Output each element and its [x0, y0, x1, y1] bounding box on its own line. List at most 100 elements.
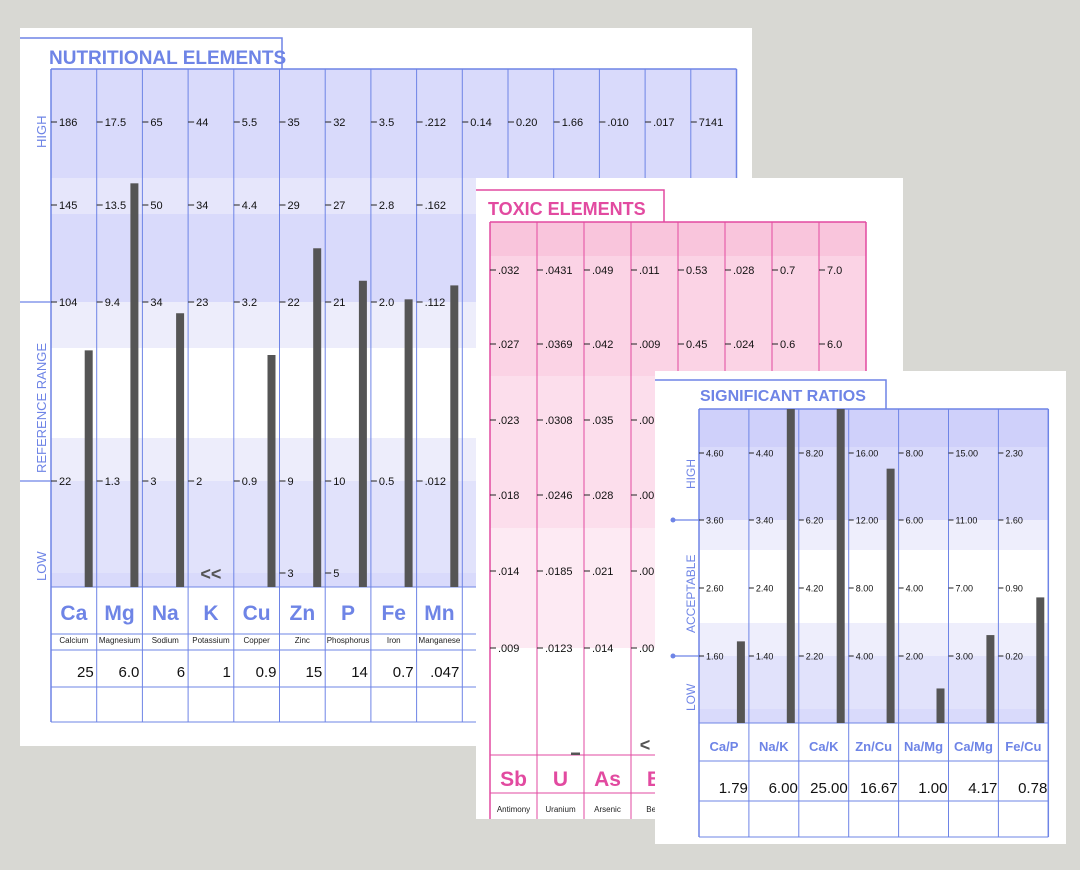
bar-Zn	[313, 248, 322, 587]
tick-label: 2.20	[806, 652, 824, 662]
tick-label: .018	[498, 490, 519, 502]
tick-label: 1.3	[105, 476, 120, 488]
zone-label-high: HIGH	[34, 116, 49, 149]
element-name: Phosphorus	[327, 636, 370, 645]
ratio-label: Ca/K	[809, 739, 839, 754]
bar-U	[571, 752, 580, 755]
bar-Ca/K	[836, 409, 845, 723]
element-name: Uranium	[545, 805, 576, 814]
tick-label: 11.00	[956, 516, 978, 526]
result-value: 6.0	[119, 664, 140, 681]
tick-label: .017	[653, 117, 674, 129]
symbol-Zn: Zn	[290, 602, 316, 625]
result-value: 6	[177, 664, 185, 681]
bar-Na/Mg	[936, 688, 945, 723]
acceptable-zone-bottom	[699, 623, 1049, 656]
tick-label: 2.00	[906, 652, 924, 662]
tick-label: .010	[607, 117, 628, 129]
bar-Na/K	[786, 409, 795, 723]
tick-label: 6.20	[806, 516, 824, 526]
tick-label: 5	[333, 568, 339, 580]
tick-label: 10	[333, 476, 345, 488]
bar-Ca/Mg	[986, 635, 995, 723]
chart-title: NUTRITIONAL ELEMENTS	[49, 48, 286, 69]
tick-label: 8.00	[906, 449, 924, 459]
tick-label: .162	[425, 200, 446, 212]
bar-Fe	[404, 299, 413, 587]
tick-label: 0.9	[242, 476, 257, 488]
ratio-value: 25.00	[810, 780, 848, 797]
bar-P	[358, 280, 367, 587]
zone-dot-high	[670, 517, 676, 523]
tick-label: .212	[425, 117, 446, 129]
tick-label: 0.53	[686, 265, 707, 277]
tick-label: 2.40	[756, 584, 774, 594]
tick-label: .021	[592, 566, 613, 578]
tick-label: .028	[592, 490, 613, 502]
low-zone-band	[699, 709, 1049, 723]
tick-label: .0123	[545, 643, 573, 655]
tick-label: .00	[639, 415, 654, 427]
tick-label: 1.60	[706, 652, 724, 662]
tick-label: 29	[288, 200, 300, 212]
ratio-label: Ca/Mg	[954, 739, 993, 754]
overflow-marker: <<	[200, 564, 221, 584]
tick-label: 2.8	[379, 200, 394, 212]
tick-label: 17.5	[105, 117, 126, 129]
element-name: Manganese	[419, 636, 461, 645]
symbol-Cu: Cu	[243, 602, 271, 625]
symbol-Mn: Mn	[424, 602, 454, 625]
high-zone-top	[699, 409, 1049, 447]
tick-label: 3	[150, 476, 156, 488]
tick-label: .0246	[545, 490, 573, 502]
ratio-value: 1.79	[719, 780, 748, 797]
ratios-panel: SIGNIFICANT RATIOS HIGH ACCEPTABLE LOW 4.60 3…	[655, 371, 1066, 844]
tick-label: 3.5	[379, 117, 394, 129]
tick-label: 0.5	[379, 476, 394, 488]
bar-Zn/Cu	[886, 468, 895, 723]
tick-label: 21	[333, 297, 345, 309]
ratio-value: 0.78	[1018, 780, 1047, 797]
element-name: Bery	[646, 805, 662, 814]
element-name: Potassium	[192, 636, 230, 645]
tick-label: 3	[288, 568, 294, 580]
zone-label-reference: REFERENCE RANGE	[34, 343, 49, 473]
tick-label: 0.6	[780, 339, 795, 351]
result-value: 0.9	[256, 664, 277, 681]
tick-label: .0185	[545, 566, 573, 578]
symbol-Sb: Sb	[500, 768, 527, 791]
tick-label: 0.90	[1005, 584, 1023, 594]
tick-label: 12.00	[856, 516, 879, 526]
element-name: Antimony	[497, 805, 530, 814]
ratio-label: Zn/Cu	[855, 739, 892, 754]
tick-label: 44	[196, 117, 208, 129]
symbol-Mg: Mg	[104, 602, 134, 625]
chart-title: TOXIC ELEMENTS	[488, 199, 646, 219]
ratios-chart: SIGNIFICANT RATIOS HIGH ACCEPTABLE LOW 4.60 3…	[655, 379, 1050, 838]
tick-label: .028	[733, 265, 754, 277]
result-value: 0.7	[393, 664, 414, 681]
tick-label: 4.60	[706, 449, 724, 459]
symbol-As: As	[594, 768, 621, 791]
element-name: Iron	[387, 636, 401, 645]
bar-Mn	[450, 285, 459, 587]
tick-label: 2.60	[706, 584, 724, 594]
title-tab-border	[655, 379, 887, 409]
tick-label: 22	[59, 476, 71, 488]
tick-label: 23	[196, 297, 208, 309]
ratio-label: Na/K	[759, 739, 789, 754]
bar-Cu	[267, 355, 276, 587]
result-value: 25	[77, 664, 94, 681]
tick-label: 2	[196, 476, 202, 488]
ratio-value: 4.17	[968, 780, 997, 797]
tick-label: 3.2	[242, 297, 257, 309]
symbol-K: K	[203, 602, 218, 625]
tick-label: 0.20	[1005, 652, 1023, 662]
tick-label: 34	[150, 297, 162, 309]
tick-label: .011	[639, 265, 660, 277]
bar-Fe/Cu	[1036, 597, 1045, 723]
tick-label: 1.40	[756, 652, 774, 662]
tick-label: .032	[498, 265, 519, 277]
tick-label: .00	[639, 643, 654, 655]
element-name: Calcium	[59, 636, 88, 645]
